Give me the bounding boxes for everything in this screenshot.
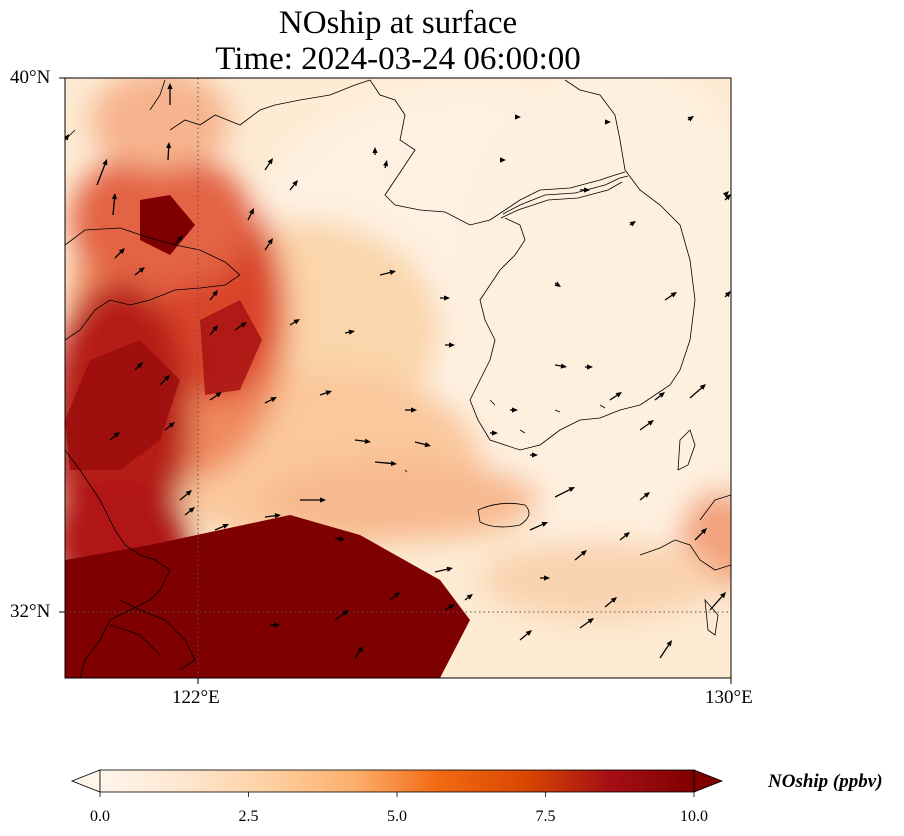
wind-arrow [167, 83, 173, 105]
wind-arrow [687, 116, 694, 122]
wind-arrow [490, 430, 498, 436]
wind-arrow [515, 114, 521, 120]
wind-arrow [372, 147, 378, 155]
wind-arrow [445, 342, 455, 348]
wind-arrow [289, 180, 298, 191]
lat-label-32: 32°N [10, 601, 51, 622]
wind-arrow [166, 142, 172, 161]
wind-arrow [379, 269, 396, 276]
wind-arrow [334, 610, 349, 621]
wind-arrow [174, 235, 183, 246]
wind-arrow [709, 592, 726, 611]
colorbar-tick-label: 0.0 [90, 808, 110, 825]
wind-arrow [264, 158, 273, 171]
gridlines [65, 78, 731, 678]
wind-arrow [354, 646, 363, 659]
wind-arrow [319, 390, 332, 396]
wind-arrow [354, 438, 371, 444]
colorbar-tick-label: 2.5 [238, 808, 259, 825]
lon-label-122: 122°E [172, 687, 220, 708]
wind-arrow [639, 492, 650, 501]
wind-arrow [580, 187, 590, 193]
wind-arrow [383, 160, 389, 169]
wind-arrow [529, 522, 548, 531]
wind-arrow [694, 528, 707, 541]
wind-arrow [389, 592, 400, 601]
lon-label-130: 130°E [705, 687, 753, 708]
wind-arrow [164, 422, 175, 431]
wind-arrow [519, 630, 532, 641]
colorbar-extend-max [693, 769, 724, 793]
wind-arrow [444, 604, 455, 611]
wind-arrow [664, 292, 677, 301]
wind-arrow [540, 575, 550, 581]
wind-arrow [134, 362, 143, 371]
wind-arrow [654, 392, 665, 401]
wind-arrow [114, 248, 125, 259]
wind-arrow [639, 420, 654, 431]
wind-arrow [554, 363, 567, 369]
wind-arrow [724, 194, 731, 201]
wind-arrow [724, 291, 731, 298]
wind-arrow [609, 392, 622, 401]
map-frame [64, 77, 732, 679]
wind-arrow [619, 532, 630, 541]
wind-arrow [209, 325, 218, 336]
wind-arrow [464, 594, 473, 601]
wind-arrow [585, 364, 593, 370]
wind-vectors [65, 83, 731, 659]
colorbar-tick-label: 5.0 [387, 808, 407, 825]
wind-arrow [604, 597, 617, 608]
wind-arrow [159, 375, 170, 386]
wind-arrow [134, 267, 145, 276]
wind-arrow [247, 208, 254, 221]
wind-arrow [659, 640, 672, 659]
colorbar-tick-label: 10.0 [680, 808, 708, 825]
wind-arrow [440, 295, 450, 301]
wind-arrow [579, 618, 594, 629]
colorbar [70, 769, 724, 797]
map-subtitle: Time: 2024-03-24 06:00:00 [215, 41, 581, 77]
wind-arrow [530, 452, 538, 458]
wind-arrow [179, 490, 192, 501]
colorbar-gradient [99, 769, 695, 793]
wind-arrow [554, 281, 561, 287]
colorbar-tick-label: 7.5 [535, 808, 556, 825]
wind-arrow [109, 432, 120, 441]
wind-arrow [184, 507, 195, 516]
wind-arrow [264, 513, 281, 519]
wind-arrow [374, 460, 397, 467]
wind-arrow [344, 329, 355, 335]
wind-arrow [405, 407, 417, 413]
wind-arrow [722, 191, 729, 198]
wind-arrow [605, 119, 611, 125]
wind-arrow [434, 566, 453, 573]
wind-arrow [264, 397, 277, 404]
wind-arrow [334, 536, 345, 542]
coastlines [65, 79, 731, 678]
wind-arrow [209, 290, 218, 301]
wind-arrow [96, 159, 108, 186]
wind-arrow [510, 407, 518, 413]
wind-arrow [234, 322, 247, 331]
wind-arrow [414, 441, 431, 448]
colorbar-label: NOship (ppbv) [768, 771, 883, 792]
concentration-field [65, 78, 731, 678]
lat-label-40: 40°N [10, 67, 51, 88]
wind-arrow [289, 319, 300, 326]
wind-arrow [214, 523, 229, 531]
wind-arrow [500, 157, 506, 163]
map-title: NOship at surface [278, 5, 518, 41]
wind-arrow [629, 221, 636, 227]
wind-arrow [111, 193, 118, 216]
wind-arrow [264, 238, 273, 251]
wind-arrow [270, 622, 280, 628]
wind-arrow [209, 392, 222, 401]
wind-arrow [554, 487, 575, 498]
wind-arrow [689, 384, 706, 399]
wind-arrow [300, 497, 326, 503]
colorbar-extend-min [70, 769, 101, 793]
wind-arrow [574, 550, 587, 561]
